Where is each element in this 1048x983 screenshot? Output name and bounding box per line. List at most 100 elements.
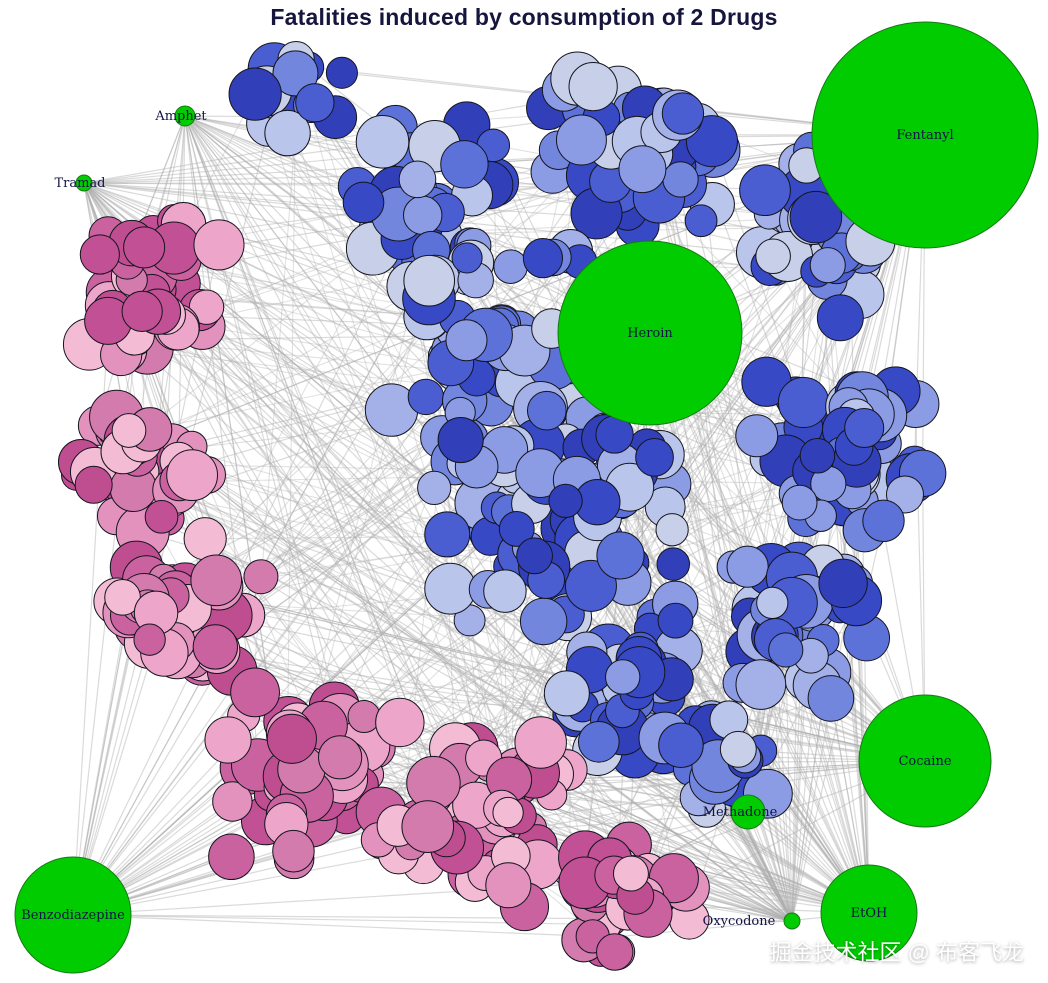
drug-node	[79, 234, 120, 275]
drug-node	[111, 413, 147, 448]
drug-node	[756, 586, 789, 620]
drug-node	[514, 716, 567, 769]
drug-node	[735, 414, 779, 458]
drug-node	[121, 290, 163, 333]
graph-edge	[518, 772, 870, 914]
drug-node	[424, 562, 477, 615]
drug-node	[266, 713, 317, 764]
drug-node	[317, 735, 363, 780]
drug-node	[325, 56, 358, 89]
drug-node	[402, 195, 443, 235]
drug-node	[789, 190, 843, 244]
drug-node	[183, 517, 227, 561]
hub-node-cocaine	[858, 694, 992, 828]
drug-node	[243, 559, 279, 595]
drug-node	[519, 597, 568, 646]
drug-node	[568, 61, 618, 112]
drug-node	[739, 164, 791, 217]
graph-edge	[107, 320, 793, 922]
graph-edge	[566, 769, 793, 922]
graph-edge	[246, 75, 301, 768]
drug-node	[516, 537, 553, 575]
graph-edge	[178, 460, 793, 922]
drug-node	[375, 697, 425, 748]
drug-node	[403, 254, 456, 307]
drug-node	[485, 862, 532, 909]
drug-node	[228, 67, 282, 121]
drug-node	[658, 722, 704, 768]
hub-label-etoh: EtOH	[851, 906, 888, 921]
drug-node	[401, 800, 455, 853]
drug-node	[208, 833, 255, 881]
hub-node-etoh	[820, 864, 918, 962]
graph-edge	[179, 283, 598, 752]
drug-node	[618, 145, 667, 194]
graph-edge	[147, 152, 647, 608]
graph-edge	[149, 642, 926, 762]
graph-edge	[206, 474, 615, 886]
drug-node	[445, 319, 488, 362]
graph-edge	[191, 446, 322, 747]
drug-node	[684, 204, 718, 238]
hub-label-amphet: Amphet	[154, 109, 207, 124]
drug-node	[577, 720, 620, 763]
drug-node	[451, 242, 483, 274]
graph-edge	[285, 59, 297, 814]
drug-node	[661, 92, 705, 135]
drug-node	[493, 249, 528, 284]
drug-node	[492, 796, 524, 829]
graph-edge	[184, 585, 618, 953]
graph-edge	[747, 271, 818, 813]
hub-node-methadone	[730, 794, 766, 830]
drug-node	[777, 376, 830, 429]
graph-edge	[672, 268, 777, 565]
drug-node	[193, 219, 245, 271]
drug-node	[272, 50, 319, 97]
hub-node-tramad	[75, 174, 93, 192]
graph-edge	[72, 443, 882, 916]
drug-node	[407, 378, 445, 416]
graph-edge	[125, 451, 870, 914]
graph-edge	[592, 751, 870, 914]
drug-node	[809, 247, 846, 284]
hub-label-heroin: Heroin	[627, 326, 673, 341]
graph-edge	[178, 460, 793, 922]
drug-node	[656, 547, 691, 581]
drug-node	[144, 500, 179, 534]
drug-node	[543, 670, 590, 717]
drug-node	[862, 499, 905, 543]
drug-node	[498, 510, 535, 547]
drug-node	[272, 829, 315, 873]
drug-node	[526, 390, 567, 431]
drug-node	[483, 569, 527, 613]
drug-node	[264, 109, 311, 157]
graph-edge	[747, 261, 836, 813]
graph-edge	[167, 517, 870, 914]
drug-node	[799, 438, 836, 474]
graph-edge	[146, 579, 926, 762]
graph-edge	[191, 474, 793, 922]
drug-node	[424, 511, 471, 558]
graph-edge	[184, 137, 604, 587]
drug-node	[655, 513, 689, 547]
hub-label-methadone: Methadone	[703, 805, 778, 820]
drug-node	[74, 465, 113, 504]
labels-layer: Fentanyl Heroin Cocaine Benzodiazepine EtOH M…	[21, 109, 953, 929]
graph-edge	[580, 332, 651, 890]
drug-node	[437, 416, 484, 464]
drug-node	[192, 624, 239, 670]
drug-node	[719, 730, 757, 768]
hub-label-fentanyl: Fentanyl	[896, 128, 953, 143]
graph-edge	[184, 115, 427, 398]
graph-edge	[184, 115, 798, 476]
drug-node	[204, 716, 252, 764]
drug-node	[816, 294, 864, 342]
drug-node	[735, 659, 787, 710]
graph-edge	[72, 914, 593, 937]
drug-node	[440, 140, 489, 189]
graph-edge	[83, 182, 861, 265]
graph-edge	[689, 217, 817, 770]
graph-edge	[83, 151, 416, 184]
drug-node	[212, 781, 253, 822]
